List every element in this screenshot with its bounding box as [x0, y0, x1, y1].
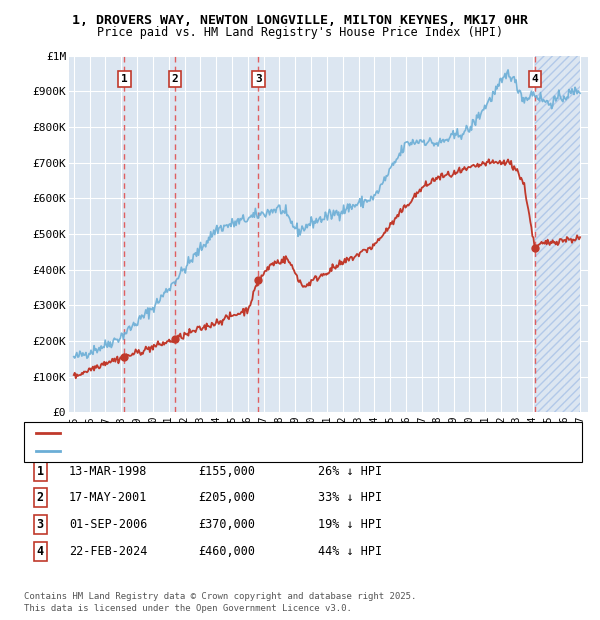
Text: £205,000: £205,000 — [198, 492, 255, 504]
Text: 4: 4 — [37, 545, 44, 557]
Text: 1, DROVERS WAY, NEWTON LONGVILLE, MILTON KEYNES, MK17 0HR: 1, DROVERS WAY, NEWTON LONGVILLE, MILTON… — [72, 14, 528, 27]
Text: £460,000: £460,000 — [198, 545, 255, 557]
Text: 26% ↓ HPI: 26% ↓ HPI — [318, 465, 382, 477]
Text: 1: 1 — [37, 465, 44, 477]
Text: 33% ↓ HPI: 33% ↓ HPI — [318, 492, 382, 504]
Text: 2: 2 — [172, 74, 178, 84]
Text: £155,000: £155,000 — [198, 465, 255, 477]
Text: This data is licensed under the Open Government Licence v3.0.: This data is licensed under the Open Gov… — [24, 603, 352, 613]
Text: 19% ↓ HPI: 19% ↓ HPI — [318, 518, 382, 531]
Text: 3: 3 — [255, 74, 262, 84]
Text: Price paid vs. HM Land Registry's House Price Index (HPI): Price paid vs. HM Land Registry's House … — [97, 26, 503, 39]
Text: 01-SEP-2006: 01-SEP-2006 — [69, 518, 148, 531]
Text: Contains HM Land Registry data © Crown copyright and database right 2025.: Contains HM Land Registry data © Crown c… — [24, 592, 416, 601]
Text: HPI: Average price, detached house, Buckinghamshire: HPI: Average price, detached house, Buck… — [66, 446, 365, 456]
Text: 44% ↓ HPI: 44% ↓ HPI — [318, 545, 382, 557]
Text: 1: 1 — [121, 74, 128, 84]
Text: 13-MAR-1998: 13-MAR-1998 — [69, 465, 148, 477]
Text: 4: 4 — [532, 74, 538, 84]
Text: 17-MAY-2001: 17-MAY-2001 — [69, 492, 148, 504]
Text: 3: 3 — [37, 518, 44, 531]
Text: 1, DROVERS WAY, NEWTON LONGVILLE, MILTON KEYNES, MK17 0HR (detached house): 1, DROVERS WAY, NEWTON LONGVILLE, MILTON… — [66, 428, 501, 438]
Text: £370,000: £370,000 — [198, 518, 255, 531]
Text: 2: 2 — [37, 492, 44, 504]
Text: 22-FEB-2024: 22-FEB-2024 — [69, 545, 148, 557]
